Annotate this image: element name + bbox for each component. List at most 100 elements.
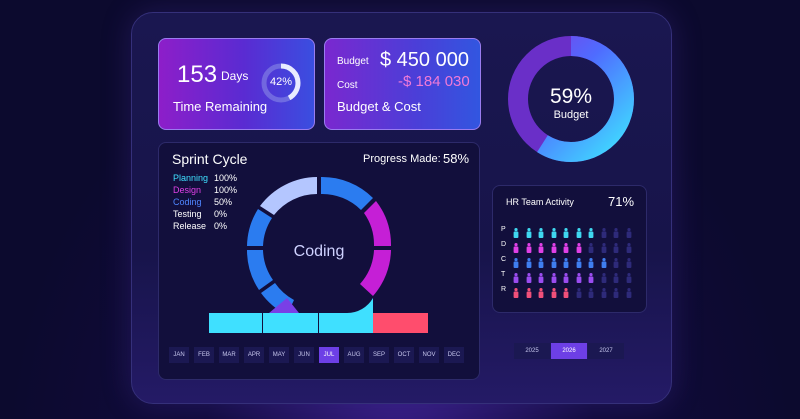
month-aug[interactable]: AUG bbox=[344, 347, 364, 363]
stage-design-label: Design bbox=[173, 185, 202, 195]
hr-row-label-t: T bbox=[501, 271, 506, 278]
person-icon bbox=[576, 270, 582, 283]
timeline-bar-4 bbox=[373, 313, 428, 333]
person-icon bbox=[588, 240, 594, 253]
hr-row-label-r: R bbox=[501, 286, 507, 293]
stage-testing-label: Testing bbox=[173, 209, 202, 219]
hr-team-activity-panel: HR Team Activity 71% P D C T R bbox=[492, 185, 647, 313]
ring-segment-planning bbox=[260, 177, 317, 215]
year-2027[interactable]: 2027 bbox=[588, 343, 624, 359]
month-apr[interactable]: APR bbox=[244, 347, 264, 363]
progress-made-value: 58% bbox=[443, 151, 470, 166]
sprint-cycle-ring bbox=[209, 176, 428, 333]
month-mar[interactable]: MAR bbox=[219, 347, 239, 363]
month-nov[interactable]: NOV bbox=[419, 347, 439, 363]
person-icon bbox=[576, 255, 582, 268]
budget-donut-label: Budget bbox=[553, 109, 589, 121]
person-icon bbox=[563, 240, 569, 253]
timeline-bar-1 bbox=[209, 313, 262, 333]
budget-value: $ 450 000 bbox=[380, 49, 469, 71]
person-icon bbox=[538, 225, 544, 238]
person-icon bbox=[613, 270, 619, 283]
cost-label: Cost bbox=[337, 80, 358, 91]
time-remaining-card: 153 Days 42% Time Remaining bbox=[158, 38, 315, 130]
person-icon bbox=[588, 270, 594, 283]
person-icon bbox=[576, 225, 582, 238]
hr-row-label-c: C bbox=[501, 256, 507, 263]
person-icon bbox=[601, 270, 607, 283]
ring-segment-design-top bbox=[321, 176, 373, 210]
person-icon bbox=[513, 240, 519, 253]
ring-segment-coding-left bbox=[246, 250, 273, 290]
current-stage-label: Coding bbox=[293, 243, 345, 260]
person-icon bbox=[626, 270, 632, 283]
budget-donut-chart bbox=[508, 36, 634, 162]
person-icon bbox=[538, 240, 544, 253]
person-icon bbox=[513, 270, 519, 283]
hr-team-activity-title: HR Team Activity bbox=[506, 197, 574, 207]
time-progress-ring bbox=[261, 63, 301, 103]
person-icon bbox=[601, 225, 607, 238]
hr-team-activity-percent: 71% bbox=[608, 194, 635, 209]
person-icon bbox=[538, 270, 544, 283]
person-icon bbox=[526, 225, 532, 238]
month-oct[interactable]: OCT bbox=[394, 347, 414, 363]
ring-segment-design-2 bbox=[360, 250, 391, 296]
person-icon bbox=[513, 225, 519, 238]
month-feb[interactable]: FEB bbox=[194, 347, 214, 363]
stage-coding-label: Coding bbox=[173, 197, 202, 207]
person-icon bbox=[526, 285, 532, 298]
person-icon bbox=[626, 225, 632, 238]
person-icon bbox=[563, 285, 569, 298]
person-icon bbox=[551, 255, 557, 268]
person-icon bbox=[551, 225, 557, 238]
person-icon bbox=[588, 285, 594, 298]
person-icon bbox=[526, 255, 532, 268]
stage-coding-pct: 50% bbox=[214, 197, 233, 207]
month-jul[interactable]: JUL bbox=[319, 347, 339, 363]
person-icon bbox=[551, 270, 557, 283]
person-icon bbox=[626, 285, 632, 298]
month-dec[interactable]: DEC bbox=[444, 347, 464, 363]
month-jan[interactable]: JAN bbox=[169, 347, 189, 363]
person-icon bbox=[563, 225, 569, 238]
days-unit-label: Days bbox=[221, 69, 249, 83]
hr-row-label-d: D bbox=[501, 241, 507, 248]
person-icon bbox=[588, 255, 594, 268]
person-icon bbox=[626, 255, 632, 268]
stage-release-label: Release bbox=[173, 221, 207, 231]
month-jun[interactable]: JUN bbox=[294, 347, 314, 363]
person-icon bbox=[538, 285, 544, 298]
person-icon bbox=[551, 240, 557, 253]
person-icon bbox=[613, 225, 619, 238]
time-percent-label: 42% bbox=[269, 76, 293, 88]
hr-row-label-p: P bbox=[501, 226, 506, 233]
person-icon bbox=[601, 255, 607, 268]
month-may[interactable]: MAY bbox=[269, 347, 289, 363]
stage-design-pct: 100% bbox=[214, 185, 238, 195]
year-2025[interactable]: 2025 bbox=[514, 343, 550, 359]
budget-donut-percent: 59% bbox=[549, 85, 593, 108]
timeline-bar-purple bbox=[269, 298, 299, 313]
person-icon bbox=[526, 270, 532, 283]
person-icon bbox=[538, 255, 544, 268]
ring-segment-planning-2 bbox=[247, 209, 272, 246]
stage-testing-pct: 0% bbox=[214, 209, 228, 219]
month-sep[interactable]: SEP bbox=[369, 347, 389, 363]
person-icon bbox=[513, 255, 519, 268]
budget-cost-card: Budget $ 450 000 Cost -$ 184 030 Budget … bbox=[324, 38, 481, 130]
sprint-cycle-title: Sprint Cycle bbox=[172, 151, 248, 167]
year-2026[interactable]: 2026 bbox=[551, 343, 587, 359]
person-icon bbox=[613, 285, 619, 298]
person-icon bbox=[601, 240, 607, 253]
person-icon bbox=[576, 240, 582, 253]
progress-made-label: Progress Made: bbox=[363, 153, 441, 165]
days-remaining-value: 153 bbox=[177, 61, 218, 88]
person-icon bbox=[601, 285, 607, 298]
stage-planning-label: Planning bbox=[173, 173, 209, 183]
timeline-bar-3 bbox=[319, 298, 373, 333]
time-remaining-title: Time Remaining bbox=[173, 99, 268, 114]
sprint-cycle-panel: Sprint Cycle Progress Made: 58% Planning… bbox=[158, 142, 480, 380]
person-icon bbox=[613, 240, 619, 253]
cost-value: -$ 184 030 bbox=[398, 73, 470, 90]
